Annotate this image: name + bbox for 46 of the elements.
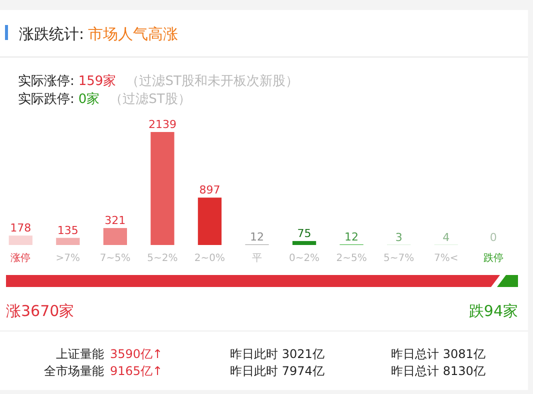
data-label: 0 [490, 231, 497, 244]
text: 昨日总计 3081亿 [391, 347, 486, 361]
x-tick-label: 0~2% [288, 253, 320, 264]
text: （过滤ST股和未开板次新股） [126, 74, 298, 89]
x-tick-label: 5~7% [384, 253, 414, 264]
bar [8, 236, 32, 245]
text: 159家 [78, 73, 116, 89]
x-tick-label: 2~0% [194, 253, 226, 264]
data-label: 321 [104, 214, 126, 228]
data-label: 4 [442, 230, 450, 244]
x-tick-label: >7% [56, 253, 80, 264]
text: 昨日总计 8130亿 [391, 364, 486, 378]
x-tick-label: 跌停 [483, 252, 504, 264]
data-label: 178 [10, 222, 32, 235]
bar [103, 228, 127, 245]
x-tick-label: 5~2% [147, 253, 178, 264]
text: 涨3670家 [6, 302, 74, 320]
text: 实际涨停: [18, 74, 74, 89]
data-label: 897 [199, 184, 220, 197]
bar [198, 198, 222, 245]
text: 0家 [78, 91, 100, 107]
data-label: 12 [344, 230, 359, 244]
text: 实际跌停: [18, 92, 74, 107]
text: 3590亿↑ [110, 347, 163, 361]
x-tick-label: 7~5% [100, 253, 130, 264]
data-label: 135 [57, 224, 78, 237]
x-tick-label: 涨停 [10, 252, 31, 264]
data-label: 2139 [148, 118, 176, 131]
text: 跌94家 [468, 302, 518, 320]
bar [56, 238, 80, 245]
x-tick-label: 7%< [434, 253, 458, 264]
x-tick-label: 2~5% [336, 253, 367, 264]
text: 上证量能 [56, 347, 104, 361]
text: 9165亿↑ [110, 364, 163, 378]
data-label: 3 [395, 230, 402, 244]
text: 昨日此时 7974亿 [230, 364, 324, 378]
chart-title: 涨跌统计: [19, 25, 84, 43]
x-tick-label: 平 [252, 253, 262, 264]
bar [292, 241, 316, 245]
chart-subtitle: 市场人气高涨 [88, 25, 178, 43]
text: 全市场量能 [44, 364, 104, 378]
bar [150, 132, 174, 245]
text: 昨日此时 3021亿 [230, 347, 324, 361]
text: （过滤ST股） [110, 92, 191, 107]
data-label: 12 [250, 230, 264, 244]
data-label: 75 [297, 227, 312, 240]
